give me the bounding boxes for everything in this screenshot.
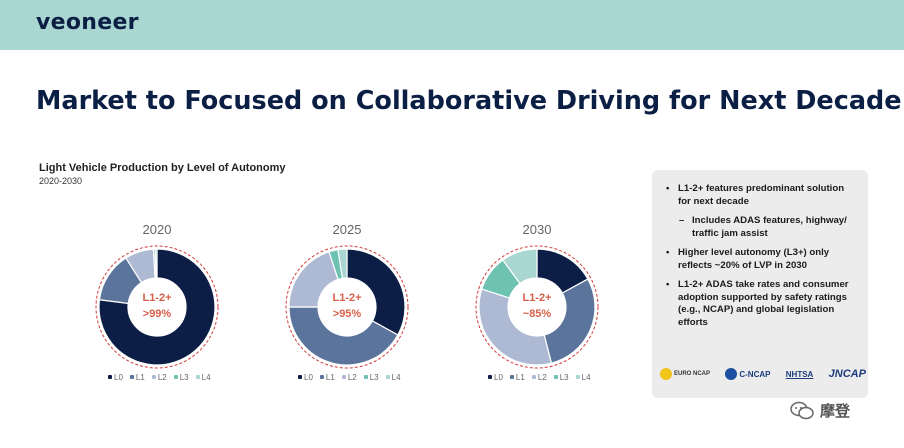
donut-outline (475, 245, 599, 369)
legend-label: L4 (201, 372, 211, 382)
legend-label: L1 (515, 372, 525, 382)
chart-year: 2025 (332, 222, 362, 237)
page-title: Market to Focused on Collaborative Drivi… (36, 86, 902, 116)
legend-swatch (151, 375, 156, 379)
euro-ncap-icon (660, 368, 672, 380)
legend-swatch (488, 375, 492, 379)
legend-item-l3: L3 (553, 372, 569, 382)
legend-item-l1: L1 (129, 372, 145, 382)
donut-slice-l4 (337, 248, 348, 280)
legend-item-l1: L1 (509, 372, 525, 382)
legend-swatch (173, 375, 178, 379)
jncap-logo: JNCAP (828, 368, 866, 380)
donut-svg (475, 245, 599, 369)
center-label: L1-2+ (522, 292, 552, 304)
donut-slice-l2 (478, 288, 553, 366)
legend-label: L3 (179, 372, 189, 382)
chart-title: Light Vehicle Production by Level of Aut… (39, 162, 286, 174)
donut-chart-2025: 2025 L1-2+ >95% (284, 222, 410, 402)
donut-slice-l0 (98, 248, 216, 366)
center-value: ~85% (522, 308, 552, 320)
donut-slice-l1 (543, 278, 596, 364)
legend-swatch (509, 375, 514, 379)
legend-item-l0: L0 (108, 373, 123, 382)
donut-chart-2030: 2030 L1-2+ ~85% (474, 222, 600, 402)
donut-slice-l4 (154, 248, 158, 279)
legend-2030: L0 L1 L2 L3 L4 (488, 370, 591, 384)
legend-swatch (341, 375, 346, 379)
legend-label: L0 (494, 372, 503, 382)
legend-swatch (553, 375, 558, 379)
legend-label: L1 (135, 372, 145, 382)
legend-item-l2: L2 (151, 372, 167, 382)
legend-item-l3: L3 (173, 372, 189, 382)
donut-svg (95, 245, 219, 369)
chart-year: 2020 (142, 222, 172, 237)
legend-swatch (385, 375, 390, 379)
c-ncap-logo: C-NCAP (725, 368, 770, 380)
legend-swatch (319, 375, 324, 379)
legend-swatch (195, 375, 200, 379)
legend-label: L1 (325, 372, 335, 382)
legend-item-l0: L0 (298, 373, 313, 382)
center-label: L1-2+ (332, 292, 362, 304)
legend-2020: L0 L1 L2 L3 L4 (108, 370, 211, 384)
legend-swatch (575, 375, 580, 379)
sub-bullet-item: Includes ADAS features, highway/ traffic… (666, 215, 858, 240)
donut-svg (285, 245, 409, 369)
header-bar: veoneer (0, 0, 904, 50)
legend-label: L0 (114, 372, 123, 382)
center-label: L1-2+ (142, 292, 172, 304)
legend-item-l4: L4 (575, 372, 591, 382)
bullet-item: L1-2+ ADAS take rates and consumer adopt… (666, 279, 858, 329)
bullet-item: L1-2+ features predominant solution for … (666, 183, 858, 208)
legend-label: L3 (369, 372, 379, 382)
legend-swatch (129, 375, 134, 379)
ncap-logos: EURO NCAP C-NCAP NHTSA JNCAP (660, 360, 866, 388)
wechat-icon (790, 401, 814, 419)
legend-label: L2 (157, 372, 167, 382)
legend-label: L2 (347, 372, 357, 382)
donut-outline (95, 245, 219, 369)
legend-swatch (363, 375, 368, 379)
legend-swatch (298, 375, 302, 379)
donut-slice-l4 (502, 248, 538, 285)
legend-label: L3 (559, 372, 569, 382)
legend-label: L4 (581, 372, 591, 382)
center-value: >99% (142, 308, 172, 320)
legend-item-l4: L4 (385, 372, 401, 382)
info-panel: L1-2+ features predominant solution for … (652, 170, 868, 398)
bullet-list: L1-2+ features predominant solution for … (666, 183, 858, 329)
bullet-item: Higher level autonomy (L3+) only reflect… (666, 247, 858, 272)
watermark-text: 摩登 (820, 403, 851, 420)
legend-swatch (531, 375, 536, 379)
legend-item-l4: L4 (195, 372, 211, 382)
chart-year: 2030 (522, 222, 552, 237)
donut-slice-l1 (288, 306, 399, 366)
legend-item-l2: L2 (341, 372, 357, 382)
chart-subtitle: 2020-2030 (39, 176, 83, 186)
donut-chart-2020: 2020 L1-2+ >99% (94, 222, 220, 402)
legend-item-l2: L2 (531, 372, 547, 382)
donut-outline (285, 245, 409, 369)
euro-ncap-logo: EURO NCAP (660, 368, 710, 380)
c-ncap-icon (725, 368, 738, 380)
legend-item-l0: L0 (488, 373, 503, 382)
legend-label: L2 (537, 372, 547, 382)
company-logo: veoneer (36, 10, 139, 35)
legend-2025: L0 L1 L2 L3 L4 (298, 370, 401, 384)
legend-item-l1: L1 (319, 372, 335, 382)
legend-label: L4 (391, 372, 401, 382)
watermark: 摩登 (790, 400, 850, 421)
legend-swatch (108, 375, 112, 379)
legend-label: L0 (304, 372, 313, 382)
donut-slice-l0 (346, 248, 406, 336)
legend-item-l3: L3 (363, 372, 379, 382)
center-value: >95% (332, 308, 362, 320)
nhtsa-logo: NHTSA (785, 369, 814, 379)
